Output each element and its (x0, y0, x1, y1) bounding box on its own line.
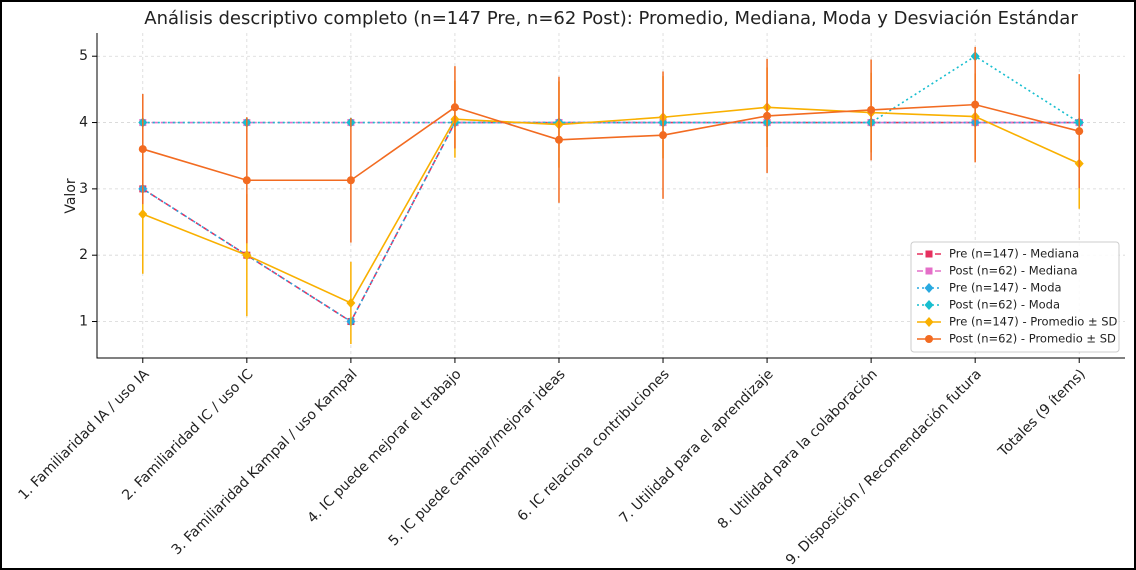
marker (554, 135, 563, 144)
legend-label: Pre (n=147) - Moda (949, 281, 1062, 295)
marker (659, 131, 668, 140)
marker (346, 176, 355, 185)
marker (138, 209, 148, 220)
legend-box (910, 241, 1120, 353)
y-tick-label: 4 (79, 115, 88, 131)
y-axis-label: Valor (63, 178, 79, 214)
marker (1075, 127, 1084, 136)
marker (138, 145, 147, 154)
marker (242, 250, 252, 261)
y-tick-label: 3 (79, 181, 88, 197)
marker (971, 100, 980, 109)
y-tick-label: 5 (79, 48, 88, 64)
legend-label: Post (n=62) - Promedio ± SD (949, 332, 1116, 346)
marker (763, 111, 772, 120)
series-line (142, 106, 1080, 304)
marker (924, 300, 934, 310)
legend-label: Pre (n=147) - Promedio ± SD (949, 315, 1118, 329)
marker (924, 283, 934, 293)
legend-label: Post (n=62) - Moda (949, 298, 1060, 312)
marker (924, 317, 934, 327)
marker (867, 105, 876, 114)
chart-title: Análisis descriptivo completo (n=147 Pre… (144, 8, 1078, 29)
legend-label: Post (n=62) - Mediana (949, 264, 1078, 278)
series-line (142, 103, 1080, 182)
marker (925, 335, 933, 343)
marker (925, 250, 933, 258)
series-line (142, 55, 1080, 124)
marker (925, 267, 933, 275)
series-line (142, 121, 1080, 323)
axes (96, 33, 1125, 359)
y-tick-label: 1 (79, 314, 88, 330)
y-tick-label: 2 (79, 247, 88, 263)
marker (450, 103, 459, 112)
marker (346, 297, 356, 308)
marker (242, 176, 251, 185)
legend-label: Pre (n=147) - Mediana (949, 247, 1079, 261)
